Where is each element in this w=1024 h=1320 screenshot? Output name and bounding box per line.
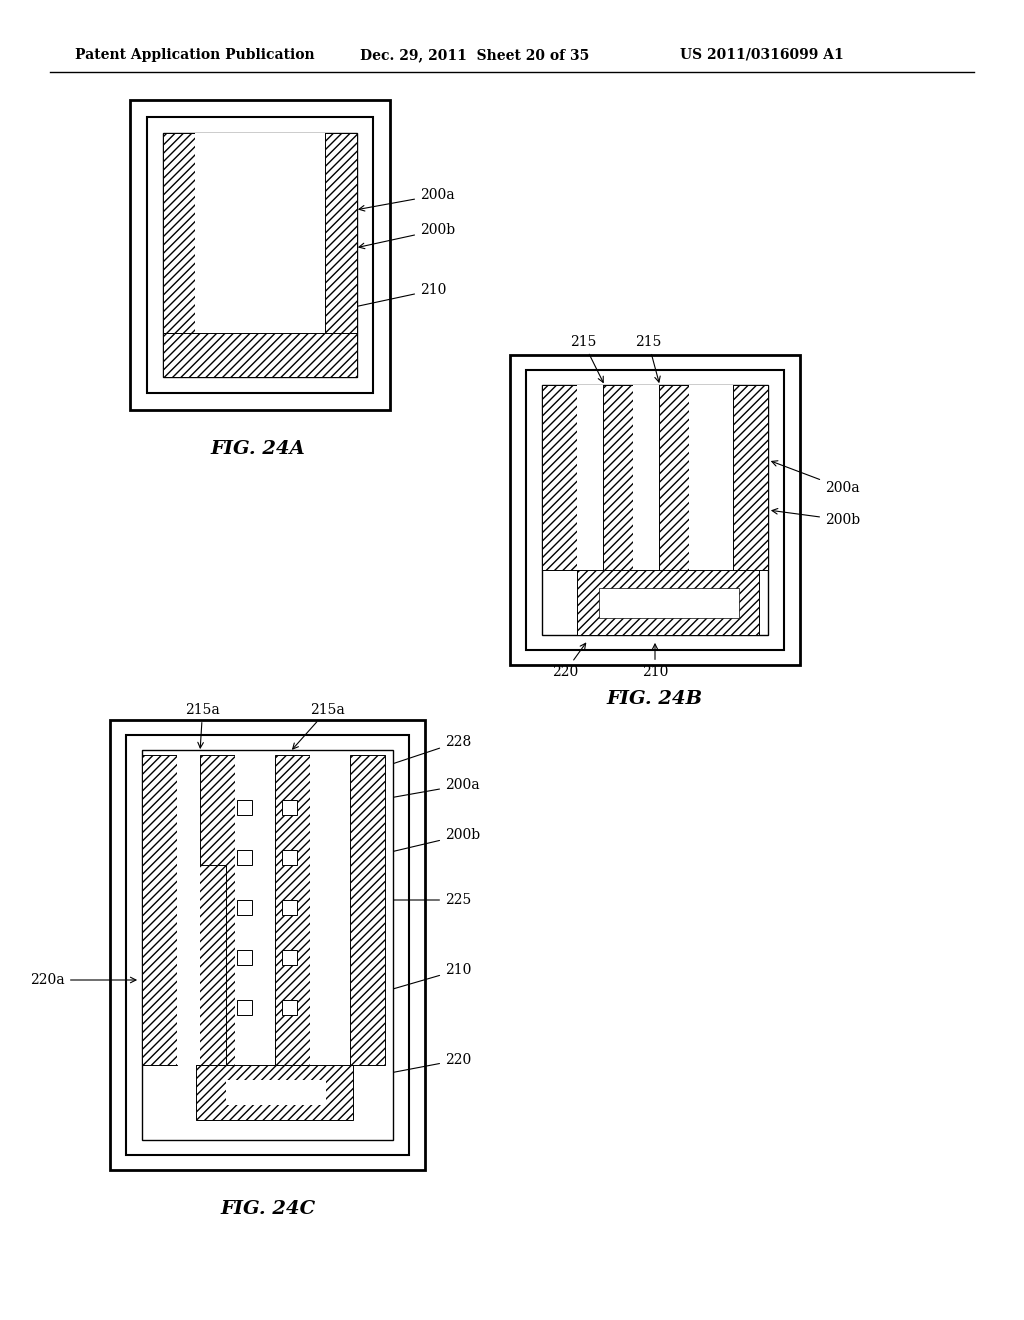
Bar — [196, 865, 226, 1065]
Text: 215: 215 — [635, 335, 662, 381]
Text: 200a: 200a — [359, 187, 455, 211]
Bar — [659, 385, 689, 570]
Text: 200b: 200b — [772, 508, 860, 527]
Bar — [226, 1080, 326, 1105]
Text: 210: 210 — [358, 964, 471, 1001]
Text: 228: 228 — [384, 735, 471, 768]
Bar — [282, 950, 297, 965]
Bar — [110, 719, 425, 1170]
Bar — [237, 800, 252, 814]
Text: FIG. 24A: FIG. 24A — [211, 440, 305, 458]
Bar — [195, 133, 325, 333]
Bar — [577, 570, 759, 635]
Text: 200b: 200b — [382, 828, 480, 855]
Text: US 2011/0316099 A1: US 2011/0316099 A1 — [680, 48, 844, 62]
Bar — [577, 385, 603, 570]
Bar — [310, 755, 350, 1065]
Bar — [282, 850, 297, 865]
Bar — [147, 117, 373, 393]
Bar — [234, 755, 275, 1065]
Text: 215a: 215a — [293, 704, 345, 748]
Bar — [350, 755, 385, 1065]
Text: Dec. 29, 2011  Sheet 20 of 35: Dec. 29, 2011 Sheet 20 of 35 — [360, 48, 589, 62]
Text: 215a: 215a — [185, 704, 220, 748]
Bar — [733, 385, 768, 570]
Bar — [126, 735, 409, 1155]
Bar — [282, 800, 297, 814]
Text: 210: 210 — [344, 282, 446, 310]
Text: 220: 220 — [552, 643, 586, 678]
Bar — [130, 100, 390, 411]
Bar — [142, 750, 393, 1140]
Bar — [689, 385, 733, 570]
Bar — [526, 370, 784, 649]
Text: 220: 220 — [357, 1053, 471, 1081]
Text: Patent Application Publication: Patent Application Publication — [75, 48, 314, 62]
Bar — [142, 755, 177, 1065]
Text: FIG. 24C: FIG. 24C — [220, 1200, 315, 1218]
Text: 215: 215 — [570, 335, 603, 383]
Bar — [200, 755, 234, 1065]
Bar — [282, 1001, 297, 1015]
Text: 210: 210 — [642, 644, 669, 678]
Bar — [510, 355, 800, 665]
Bar — [237, 850, 252, 865]
Bar — [163, 133, 357, 378]
Bar — [542, 385, 768, 635]
Text: 220a: 220a — [31, 973, 136, 987]
Bar — [275, 755, 310, 1065]
Bar — [282, 900, 297, 915]
Bar — [603, 385, 633, 570]
Bar — [542, 385, 577, 570]
Bar — [196, 1065, 353, 1119]
Text: 200b: 200b — [359, 223, 455, 248]
Bar — [325, 133, 357, 333]
Bar — [599, 587, 739, 618]
Bar — [237, 950, 252, 965]
Bar — [163, 333, 357, 378]
Text: FIG. 24B: FIG. 24B — [607, 690, 703, 708]
Bar — [633, 385, 659, 570]
Text: 200a: 200a — [382, 777, 479, 801]
Bar — [237, 1001, 252, 1015]
Bar — [163, 133, 195, 333]
Text: 200a: 200a — [772, 461, 859, 495]
Bar — [237, 900, 252, 915]
Text: 225: 225 — [364, 894, 471, 907]
Bar — [177, 755, 200, 1065]
